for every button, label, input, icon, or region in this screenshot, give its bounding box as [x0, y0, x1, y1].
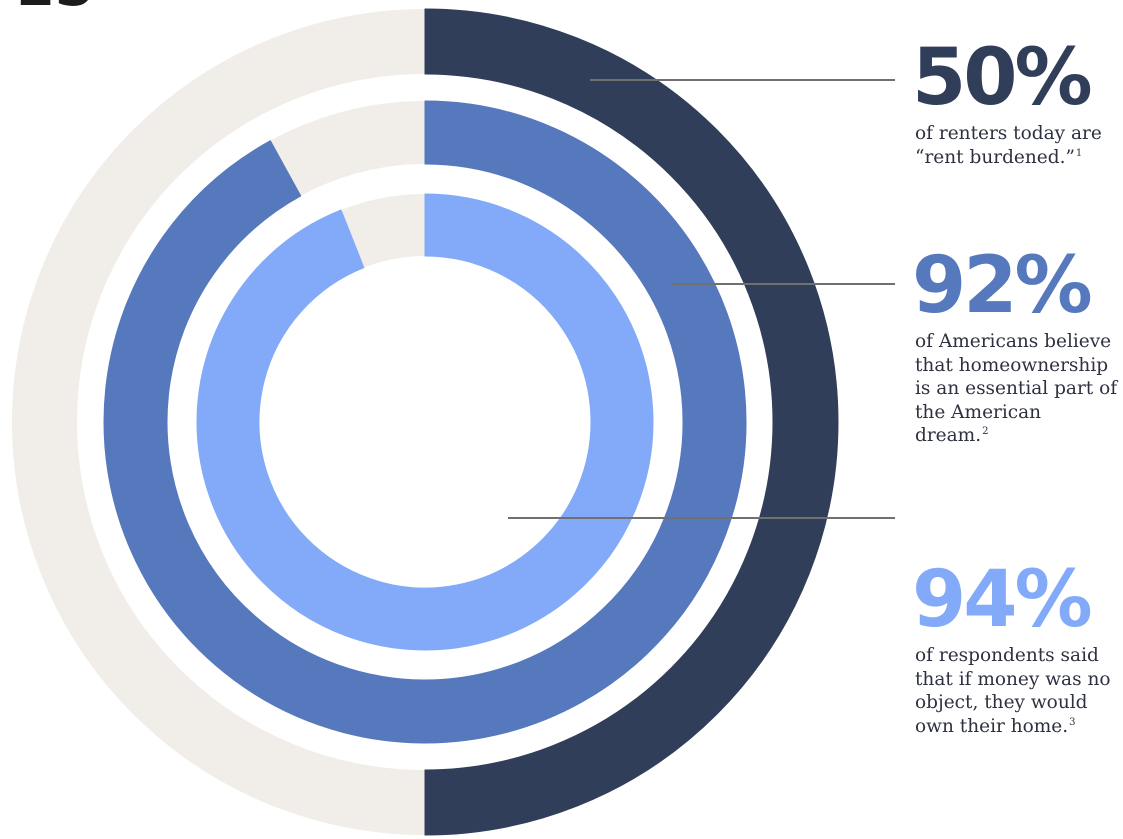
page-number-fragment: 15	[0, 0, 110, 14]
stat-text: of renters today are “rent burdened.”	[915, 123, 1102, 168]
stat-description: of respondents said that if money was no…	[915, 644, 1120, 738]
footnote-ref: 2	[982, 426, 989, 437]
middle-ring-bar	[103, 100, 747, 744]
page-number-text: 15	[14, 0, 95, 14]
stat-block-own-home: 94% of respondents said that if money wa…	[912, 555, 1120, 738]
stat-value: 92%	[912, 241, 1093, 331]
outer-ring-bar	[424, 8, 839, 836]
footnote-ref: 1	[1075, 147, 1083, 159]
stat-description: of Americans believe that homeownership …	[915, 330, 1120, 448]
stat-block-renters: 50% of renters today are “rent burdened.…	[912, 33, 1120, 169]
stat-block-american-dream: 92% of Americans believe that homeowners…	[912, 241, 1120, 448]
stat-value: 50%	[912, 33, 1093, 123]
footnote-ref: 3	[1069, 716, 1076, 728]
stat-description: of renters today are “rent burdened.”1	[915, 122, 1120, 169]
stat-text: of Americans believe that homeownership …	[915, 331, 1118, 446]
inner-ring-bar	[196, 193, 654, 651]
stat-value: 94%	[912, 555, 1093, 645]
stat-text: of respondents said that if money was no…	[915, 645, 1111, 737]
